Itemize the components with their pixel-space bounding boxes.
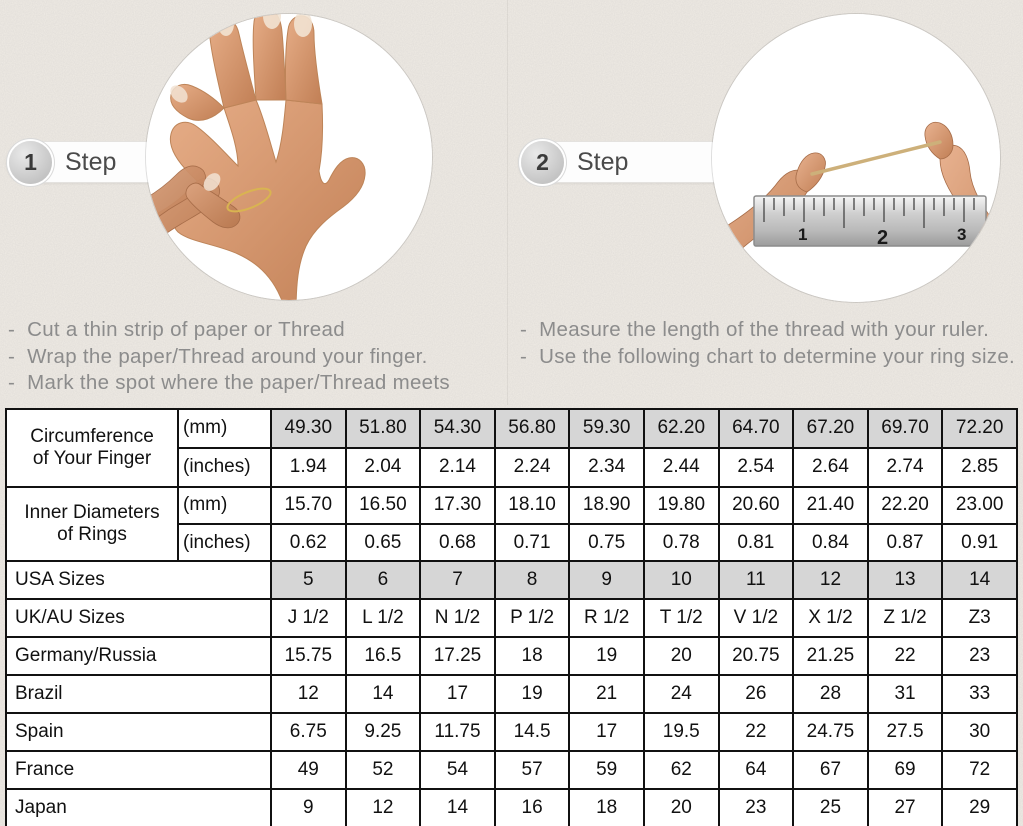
- svg-text:2: 2: [877, 227, 888, 249]
- svg-text:1: 1: [798, 225, 807, 244]
- svg-text:3: 3: [957, 225, 966, 244]
